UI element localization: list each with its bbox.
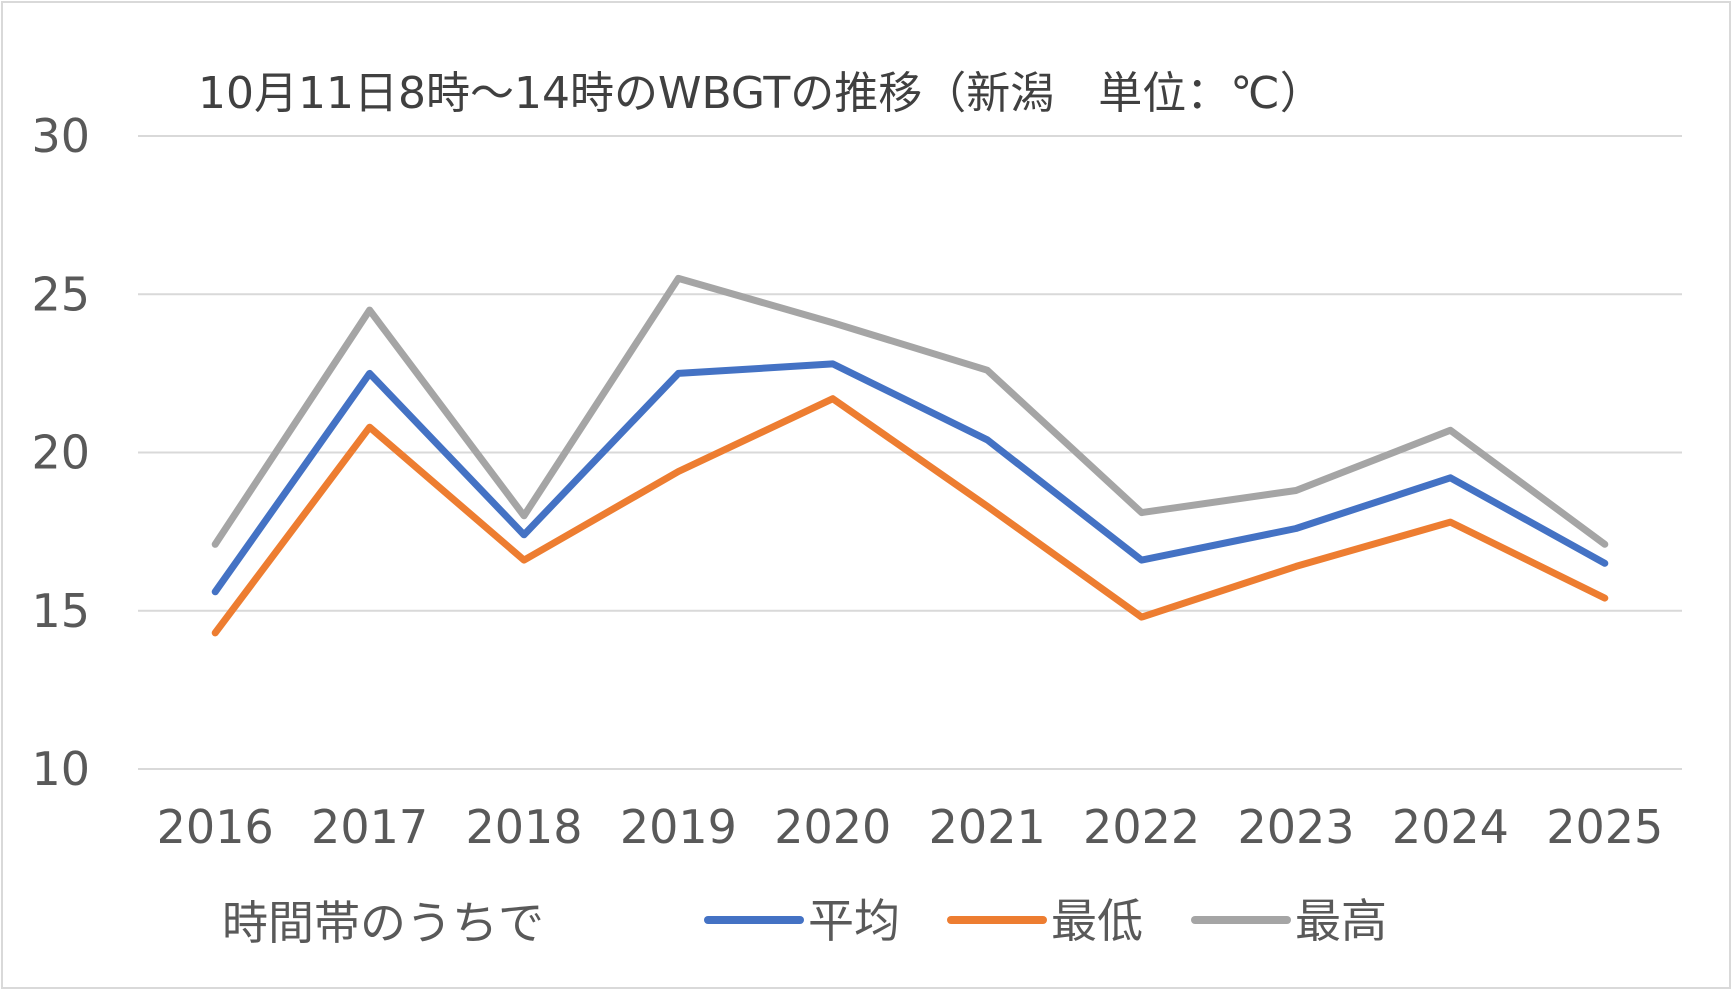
legend-label-1: 最低	[1051, 894, 1143, 948]
x-tick-label: 2025	[1546, 800, 1663, 854]
y-tick-label: 25	[31, 267, 90, 321]
y-tick-label: 10	[31, 742, 90, 796]
series-line-1	[211, 395, 1609, 637]
x-tick-label: 2018	[465, 800, 582, 854]
legend-label-0: 平均	[808, 894, 900, 948]
y-tick-label: 20	[31, 426, 90, 480]
x-tick-label: 2021	[929, 800, 1046, 854]
legend: 平均 最低 最高	[704, 894, 1387, 948]
y-axis-ticks: 10 15 20 25 30	[31, 109, 90, 796]
x-tick-label: 2016	[157, 800, 274, 854]
y-tick-label: 30	[31, 109, 90, 163]
x-tick-label: 2020	[774, 800, 891, 854]
legend-note: 時間帯のうちで	[222, 896, 544, 950]
x-tick-label: 2024	[1392, 800, 1509, 854]
series-lines	[211, 274, 1609, 637]
y-tick-label: 15	[31, 584, 90, 638]
x-tick-label: 2017	[311, 800, 428, 854]
series-line-0	[211, 360, 1609, 596]
series-line-2	[211, 274, 1609, 548]
chart-title: 10月11日8時～14時のWBGTの推移（新潟 単位：℃）	[198, 68, 1324, 119]
x-tick-label: 2023	[1237, 800, 1354, 854]
legend-label-2: 最高	[1295, 894, 1387, 948]
x-tick-label: 2022	[1083, 800, 1200, 854]
x-tick-label: 2019	[620, 800, 737, 854]
x-axis-ticks: 2016 2017 2018 2019 2020 2021 2022 2023 2024 2025	[157, 800, 1664, 854]
